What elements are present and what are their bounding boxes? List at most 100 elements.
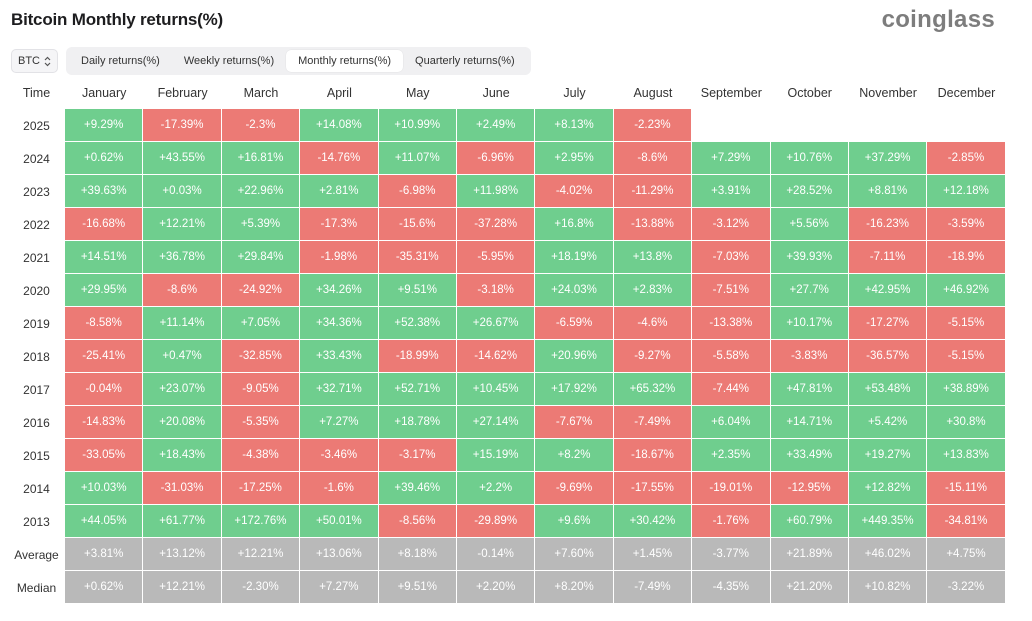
column-header-march: March <box>243 85 279 100</box>
return-cell: -18.9% <box>927 241 1006 274</box>
return-cell: -17.39% <box>143 109 222 142</box>
return-cell: +42.95% <box>848 274 928 307</box>
tab-weekly-returns[interactable]: Weekly returns(%) <box>183 55 275 67</box>
return-cell: +7.05% <box>221 307 301 340</box>
year-label: 2023 <box>23 184 50 199</box>
empty-cell <box>848 109 928 142</box>
year-label: 2019 <box>23 316 50 331</box>
return-cell: +65.32% <box>613 373 693 406</box>
return-cell: +27.7% <box>770 274 849 307</box>
return-cell: -7.49% <box>613 406 693 439</box>
stat-cell: +13.12% <box>143 538 222 571</box>
tab-daily-returns[interactable]: Daily returns(%) <box>81 55 160 67</box>
stat-cell: +4.75% <box>927 538 1006 571</box>
table-row: 2020 +29.95% -8.6% -24.92% +34.26% +9.51% -3.1… <box>8 274 1006 307</box>
return-cell: -24.92% <box>221 274 301 307</box>
return-cell: +33.43% <box>300 340 379 373</box>
return-cell: +16.81% <box>221 142 301 175</box>
return-cell: +37.29% <box>848 142 928 175</box>
return-cell: -16.23% <box>848 208 928 241</box>
tab-monthly-returns[interactable]: Monthly returns(%) <box>286 50 404 72</box>
return-cell: -19.01% <box>692 472 771 505</box>
return-cell: -1.6% <box>300 472 379 505</box>
table-row: 2014 +10.03% -31.03% -17.25% -1.6% +39.46% +2.… <box>8 472 1006 505</box>
return-cell: -3.17% <box>378 439 457 472</box>
return-cell: -8.56% <box>378 505 457 538</box>
return-cell: +2.83% <box>613 274 693 307</box>
return-cell: -17.25% <box>221 472 301 505</box>
asset-select[interactable]: BTC <box>11 49 58 73</box>
column-header-august: August <box>633 85 673 100</box>
return-cell: -7.03% <box>692 241 771 274</box>
stat-cell: +7.27% <box>300 571 379 604</box>
return-cell: +18.78% <box>378 406 457 439</box>
stat-cell: +8.20% <box>535 571 614 604</box>
stat-cell: +0.62% <box>65 571 144 604</box>
stat-cell: +10.82% <box>848 571 928 604</box>
return-cell: +5.42% <box>848 406 928 439</box>
return-cell: +16.8% <box>535 208 614 241</box>
return-cell: -7.44% <box>692 373 771 406</box>
stat-cell: +13.06% <box>300 538 379 571</box>
return-cell: +6.04% <box>692 406 771 439</box>
return-cell: +34.26% <box>300 274 379 307</box>
table-header-row: Time January February March April May June Jul… <box>8 76 1006 109</box>
return-cell: -18.67% <box>613 439 693 472</box>
column-header-january: January <box>81 85 127 100</box>
return-cell: +8.13% <box>535 109 614 142</box>
year-label: 2025 <box>23 118 50 133</box>
return-cell: -6.98% <box>378 175 457 208</box>
return-cell: +2.2% <box>456 472 536 505</box>
return-cell: -34.81% <box>927 505 1006 538</box>
return-cell: +2.95% <box>535 142 614 175</box>
return-cell: +449.35% <box>848 505 928 538</box>
year-label: 2022 <box>23 217 50 232</box>
empty-cell <box>770 109 849 142</box>
stat-cell: +46.02% <box>848 538 928 571</box>
return-cell: -9.27% <box>613 340 693 373</box>
return-cell: +18.19% <box>535 241 614 274</box>
year-label: 2020 <box>23 283 50 298</box>
return-cell: +28.52% <box>770 175 849 208</box>
return-cell: +0.03% <box>143 175 222 208</box>
column-header-time: Time <box>22 85 51 100</box>
return-cell: +36.78% <box>143 241 222 274</box>
year-label: 2013 <box>23 514 50 529</box>
stat-label: Average <box>14 547 59 562</box>
return-cell: +7.29% <box>692 142 771 175</box>
table-row: 2018 -25.41% +0.47% -32.85% +33.43% -18.99% -1… <box>8 340 1006 373</box>
table-row: 2024 +0.62% +43.55% +16.81% -14.76% +11.07% -6… <box>8 142 1006 175</box>
return-cell: -3.46% <box>300 439 379 472</box>
return-cell: -8.6% <box>613 142 693 175</box>
return-cell: +38.89% <box>927 373 1006 406</box>
return-cell: -13.38% <box>692 307 771 340</box>
return-cell: -17.3% <box>300 208 379 241</box>
tab-quarterly-returns[interactable]: Quarterly returns(%) <box>415 55 515 67</box>
return-cell: -11.29% <box>613 175 693 208</box>
return-cell: -7.11% <box>848 241 928 274</box>
return-cell: -32.85% <box>221 340 301 373</box>
stat-cell: +8.18% <box>378 538 457 571</box>
return-cell: -37.28% <box>456 208 536 241</box>
stat-cell: +12.21% <box>143 571 222 604</box>
return-cell: -0.04% <box>65 373 144 406</box>
stat-cell: +3.81% <box>65 538 144 571</box>
return-cell: +13.83% <box>927 439 1006 472</box>
return-cell: -14.83% <box>65 406 144 439</box>
return-cell: +11.14% <box>143 307 222 340</box>
return-cell: +20.96% <box>535 340 614 373</box>
return-cell: -14.62% <box>456 340 536 373</box>
return-cell: +39.46% <box>378 472 457 505</box>
return-cell: -15.11% <box>927 472 1006 505</box>
chevron-updown-icon <box>44 56 51 67</box>
stat-cell: -4.35% <box>692 571 771 604</box>
stat-cell: +2.20% <box>456 571 536 604</box>
return-cell: +32.71% <box>300 373 379 406</box>
year-label: 2015 <box>23 448 50 463</box>
return-cell: -3.83% <box>770 340 849 373</box>
returns-table: Time January February March April May June Jul… <box>8 76 1006 604</box>
return-cell: +8.2% <box>535 439 614 472</box>
return-cell: +33.49% <box>770 439 849 472</box>
return-cell: -4.6% <box>613 307 693 340</box>
return-cell: +7.27% <box>300 406 379 439</box>
